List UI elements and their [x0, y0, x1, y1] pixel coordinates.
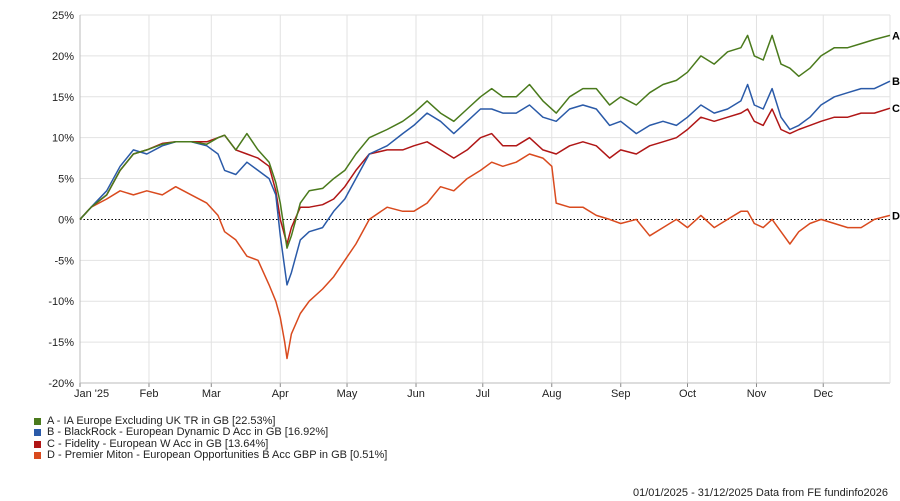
- x-tick-label: Mar: [202, 388, 221, 400]
- date-range: 01/01/2025 - 31/12/2025: [632, 487, 753, 499]
- legend-item-d: D - Premier Miton - European Opportuniti…: [34, 448, 388, 461]
- series-line-a: [79, 34, 891, 249]
- end-label-c: C: [892, 103, 900, 115]
- legend-label-d: D - Premier Miton - European Opportuniti…: [47, 448, 388, 461]
- y-tick-label: 15%: [52, 92, 74, 104]
- y-tick-label: -20%: [48, 378, 74, 390]
- legend-item-b: B - BlackRock - European Dynamic D Acc i…: [34, 426, 387, 439]
- x-axis-tick-labels: Jan '25 Feb Mar Apr May Jun Jul Aug Sep Oct Nov Dec: [74, 388, 834, 400]
- end-label-b: B: [892, 76, 900, 88]
- x-tick-label: May: [337, 388, 358, 400]
- series-line-d: [79, 153, 891, 360]
- y-tick-label: -15%: [48, 337, 74, 349]
- legend: A - IA Europe Excluding UK TR in GB [22.…: [34, 415, 388, 461]
- legend-item-a: A - IA Europe Excluding UK TR in GB [22.…: [34, 415, 387, 427]
- end-label-d: D: [892, 210, 900, 222]
- legend-swatch-d: [34, 452, 41, 460]
- data-source: Data from FE fundinfo2026: [755, 487, 888, 499]
- x-tick-label: Jan '25: [74, 388, 109, 400]
- y-tick-label: -10%: [48, 296, 74, 308]
- x-tick-label: Apr: [272, 388, 289, 400]
- y-tick-label: 5%: [58, 174, 74, 186]
- y-tick-label: 20%: [52, 51, 74, 63]
- x-tick-label: Feb: [139, 388, 158, 400]
- series-line-b: [79, 80, 891, 286]
- y-tick-label: 0%: [58, 214, 74, 226]
- legend-label-c: C - Fidelity - European W Acc in GB [13.…: [47, 437, 269, 450]
- series-end-labels: D C B A: [892, 30, 900, 222]
- legend-swatch-a: [34, 418, 41, 426]
- legend-swatch-b: [34, 429, 41, 437]
- y-tick-label: 10%: [52, 133, 74, 145]
- gridlines: [79, 14, 891, 387]
- x-tick-label: Jun: [407, 388, 425, 400]
- x-tick-label: Jul: [476, 388, 490, 400]
- x-tick-label: Dec: [813, 388, 833, 400]
- y-axis-tick-labels: 25% 20% 15% 10% 5% 0% -5% -10% -15% -20%: [48, 10, 74, 390]
- series-lines: [79, 34, 891, 360]
- end-label-a: A: [892, 30, 900, 42]
- x-tick-label: Nov: [747, 388, 767, 400]
- line-chart: 25% 20% 15% 10% 5% 0% -5% -10% -15% -20% Jan '25 F…: [48, 10, 900, 400]
- x-tick-label: Aug: [542, 388, 562, 400]
- legend-label-b: B - BlackRock - European Dynamic D Acc i…: [47, 426, 329, 439]
- legend-label-a: A - IA Europe Excluding UK TR in GB [22.…: [47, 415, 276, 427]
- legend-item-c: C - Fidelity - European W Acc in GB [13.…: [34, 437, 387, 450]
- x-tick-label: Oct: [679, 388, 696, 400]
- x-tick-label: Sep: [611, 388, 631, 400]
- y-tick-label: 25%: [52, 10, 74, 22]
- footer-caption: 01/01/2025 - 31/12/2025 Data from FE fun…: [633, 487, 888, 499]
- y-tick-label: -5%: [54, 255, 74, 267]
- legend-swatch-c: [34, 440, 41, 448]
